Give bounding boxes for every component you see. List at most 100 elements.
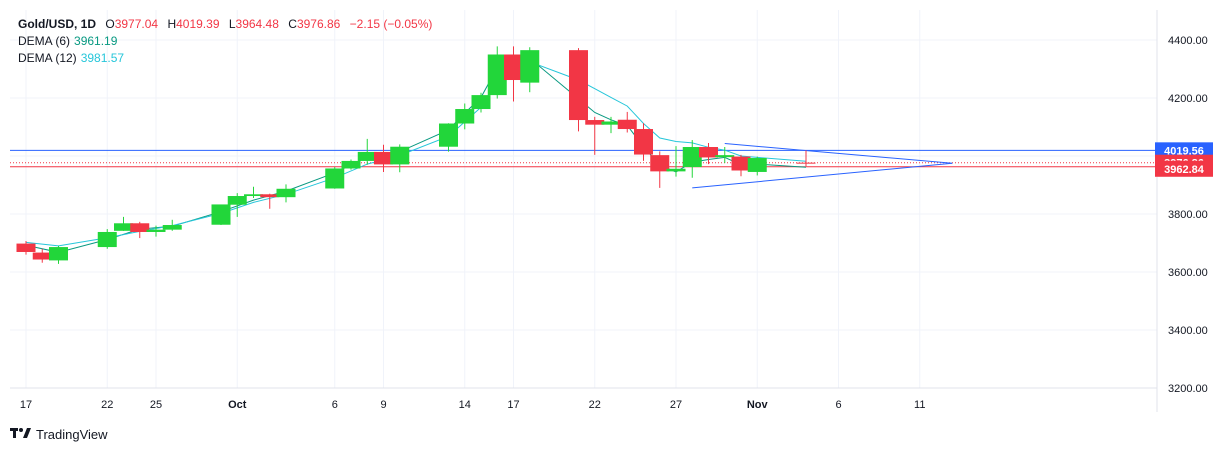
candle[interactable] <box>617 111 637 133</box>
candle-body <box>49 247 68 261</box>
candle[interactable] <box>471 92 491 113</box>
candle[interactable] <box>439 123 458 152</box>
high-label: H <box>167 17 177 31</box>
indicator-dema6[interactable]: DEMA (6) 3961.19 <box>18 33 432 50</box>
candle-body <box>114 223 133 231</box>
candle-body <box>682 147 702 168</box>
tradingview-name: TradingView <box>36 426 108 442</box>
dema12-value: 3981.57 <box>80 51 125 65</box>
candle-body <box>747 158 767 172</box>
candle[interactable] <box>585 116 605 155</box>
low-label: L <box>228 17 236 31</box>
price-labels: 4019.563976.863962.84 <box>1155 142 1213 177</box>
candle[interactable] <box>520 47 540 93</box>
candle[interactable] <box>357 138 377 165</box>
open-value: 3977.04 <box>114 17 159 31</box>
candle[interactable] <box>666 146 686 177</box>
candle-body <box>357 151 377 161</box>
candle[interactable] <box>682 140 702 178</box>
time-axis[interactable]: 17 22 25 Oct 6 9 14 17 22 27 Nov 6 11 <box>20 399 926 411</box>
candle[interactable] <box>731 154 751 177</box>
price-tick-label: 3200.00 <box>1168 383 1208 395</box>
candle[interactable] <box>16 240 36 255</box>
candle[interactable] <box>146 225 166 237</box>
candle-body <box>260 194 280 198</box>
candle[interactable] <box>276 184 296 203</box>
price-tick-label: 4400.00 <box>1168 35 1208 47</box>
candle[interactable] <box>49 245 68 264</box>
price-lines <box>10 149 1157 168</box>
candle[interactable] <box>455 103 475 130</box>
symbol-row[interactable]: Gold/USD, 1D O3977.04 H4019.39 L3964.48 … <box>18 16 432 33</box>
candle[interactable] <box>130 221 150 239</box>
candle[interactable] <box>260 193 280 209</box>
candle-body <box>796 162 816 164</box>
candle[interactable] <box>227 193 247 217</box>
candle[interactable] <box>796 150 816 167</box>
price-label-text: 3962.84 <box>1164 164 1205 176</box>
candle-body <box>617 119 637 130</box>
candle[interactable] <box>211 204 231 226</box>
candle[interactable] <box>162 219 182 231</box>
chart-legend: Gold/USD, 1D O3977.04 H4019.39 L3964.48 … <box>18 16 432 67</box>
candle[interactable] <box>97 229 117 249</box>
symbol-name[interactable]: Gold/USD, 1D <box>18 17 97 31</box>
candle[interactable] <box>114 216 133 231</box>
candle[interactable] <box>341 159 361 170</box>
candle-body <box>32 252 52 260</box>
candle[interactable] <box>325 167 345 189</box>
candle[interactable] <box>569 48 588 132</box>
triangle-pattern[interactable] <box>692 143 953 189</box>
candle[interactable] <box>32 248 52 263</box>
candle-body <box>162 225 182 230</box>
candle-body <box>276 188 296 198</box>
low-value: 3964.48 <box>235 17 279 31</box>
candles[interactable] <box>16 46 816 264</box>
candle[interactable] <box>504 46 523 102</box>
dema6-name: DEMA (6) <box>18 34 71 48</box>
candle-body <box>569 50 588 121</box>
time-tick-label: 6 <box>835 399 841 411</box>
candle[interactable] <box>715 147 735 163</box>
candle-body <box>130 223 150 232</box>
candle[interactable] <box>699 142 718 165</box>
candle-body <box>16 243 36 252</box>
candle-body <box>520 50 540 83</box>
price-label-box <box>1155 142 1213 159</box>
candle[interactable] <box>374 144 393 172</box>
candle-body <box>585 120 605 125</box>
candle-body <box>504 54 523 81</box>
time-tick-label: Oct <box>228 399 247 411</box>
indicator-dema12[interactable]: DEMA (12) 3981.57 <box>18 50 432 67</box>
time-tick-label: 25 <box>150 399 162 411</box>
candle-body <box>325 168 345 189</box>
candle[interactable] <box>487 46 507 99</box>
candle-body <box>650 155 670 172</box>
candle-body <box>601 121 621 125</box>
candle[interactable] <box>244 186 263 199</box>
candle[interactable] <box>601 116 621 134</box>
candle-body <box>390 146 410 165</box>
candle-body <box>439 123 458 147</box>
time-tick-label: 6 <box>332 399 338 411</box>
close-value: 3976.86 <box>296 17 341 31</box>
price-tick-label: 3400.00 <box>1168 325 1208 337</box>
price-label-text: 4019.56 <box>1164 145 1204 157</box>
time-tick-label: Nov <box>747 399 769 411</box>
candle-body <box>715 155 735 158</box>
candle[interactable] <box>390 144 410 173</box>
candle-body <box>666 168 686 172</box>
time-tick-label: 14 <box>459 399 471 411</box>
candle[interactable] <box>650 151 670 188</box>
price-axis[interactable]: 4400.004200.004000.003800.003600.003400.… <box>1168 35 1208 395</box>
price-label-box <box>1155 160 1213 177</box>
triangle-lower-line <box>692 162 953 189</box>
candle[interactable] <box>634 123 653 161</box>
tradingview-branding[interactable]: TradingView <box>10 426 108 442</box>
candle-body <box>146 229 166 232</box>
candle-body <box>699 147 718 158</box>
candle[interactable] <box>747 156 767 176</box>
open-label: O <box>105 17 115 31</box>
time-tick-label: 22 <box>101 399 113 411</box>
